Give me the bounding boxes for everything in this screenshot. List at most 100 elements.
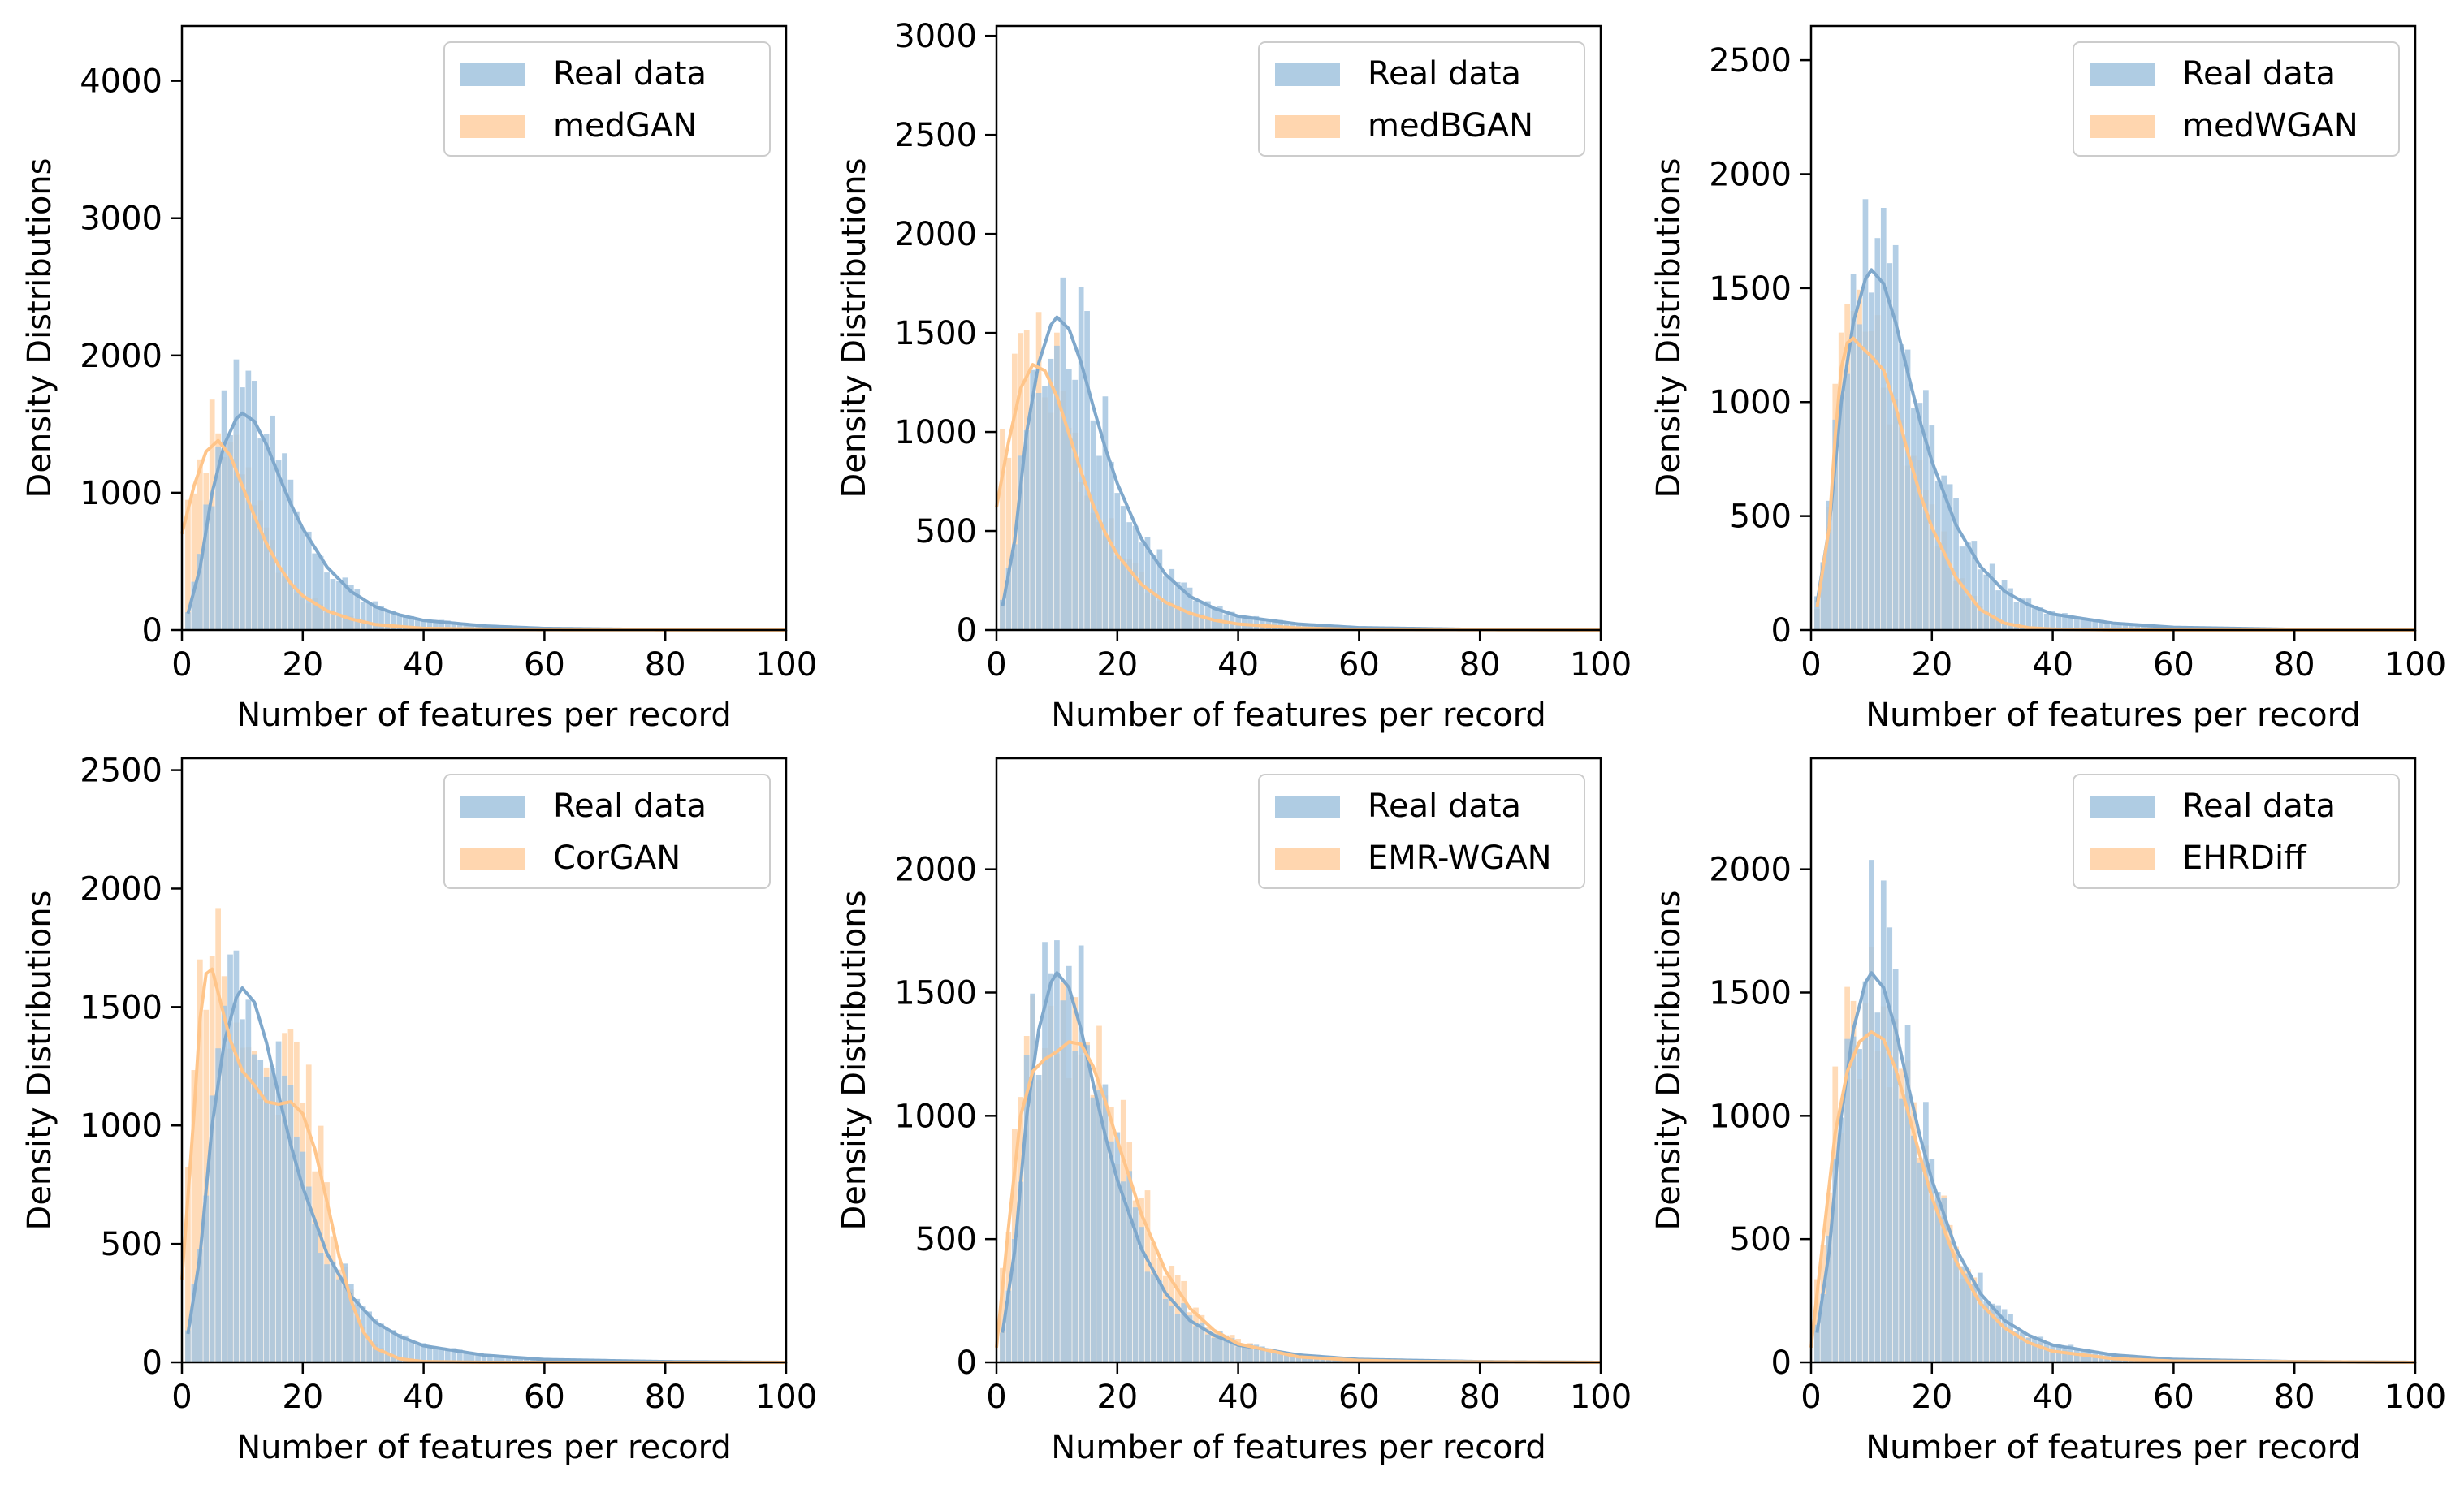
real-bar xyxy=(324,572,330,630)
x-tick-label: 60 xyxy=(2153,646,2194,684)
real-bar xyxy=(2055,614,2062,630)
real-bar xyxy=(2146,624,2152,630)
real-bar xyxy=(1880,208,1887,630)
real-bar xyxy=(221,1005,227,1362)
legend: Real data medBGAN xyxy=(1258,41,1585,157)
real-bar xyxy=(1260,1346,1265,1362)
real-bar xyxy=(1144,537,1151,630)
real-bar xyxy=(511,1357,517,1362)
real-bar xyxy=(1917,403,1923,630)
real-bar xyxy=(1941,1198,1947,1362)
y-tick-label: 2500 xyxy=(894,117,977,154)
x-tick-label: 100 xyxy=(755,1379,817,1416)
legend-swatch-real xyxy=(1275,63,1340,86)
real-bar xyxy=(1965,542,1971,630)
legend-box xyxy=(2073,41,2400,157)
real-bar xyxy=(1869,292,1874,630)
y-tick-label: 2500 xyxy=(80,753,162,790)
real-bar xyxy=(451,622,457,630)
real-bar xyxy=(1971,541,1978,630)
real-bar xyxy=(185,1330,191,1362)
real-bar xyxy=(517,1357,523,1362)
real-bar xyxy=(1965,1273,1971,1362)
legend-box xyxy=(443,41,771,157)
real-bar xyxy=(209,1095,215,1362)
x-tick-label: 100 xyxy=(2384,646,2446,684)
real-bar xyxy=(1923,1102,1929,1362)
real-bar xyxy=(2031,608,2038,630)
real-bar xyxy=(251,381,257,630)
real-bar xyxy=(1120,1181,1126,1362)
x-tick-label: 80 xyxy=(645,1379,686,1416)
y-tick-label: 0 xyxy=(142,1344,162,1382)
y-tick-label: 1500 xyxy=(1709,270,1792,308)
real-bar xyxy=(270,1068,275,1362)
real-bar xyxy=(1102,396,1109,630)
real-bar xyxy=(1054,940,1060,1362)
x-tick-label: 40 xyxy=(2032,646,2073,684)
real-bar xyxy=(1814,596,1820,630)
real-bar xyxy=(1953,498,1959,630)
real-bar xyxy=(475,624,481,630)
real-bar xyxy=(475,1353,481,1362)
y-tick-label: 500 xyxy=(101,1226,162,1263)
x-tick-label: 20 xyxy=(1096,646,1138,684)
legend-box xyxy=(1258,774,1585,889)
synthetic-bar xyxy=(1005,457,1012,630)
real-bar xyxy=(1899,344,1904,630)
real-bar xyxy=(445,620,451,630)
real-bar xyxy=(530,1358,535,1362)
real-bar xyxy=(1120,506,1126,630)
real-bar xyxy=(1096,1090,1102,1362)
x-tick-label: 20 xyxy=(1911,646,1952,684)
real-bar xyxy=(270,415,275,630)
legend-label: EHRDiff xyxy=(2182,839,2307,877)
real-bar xyxy=(1904,349,1911,630)
real-bar xyxy=(1048,973,1054,1362)
real-bar xyxy=(360,602,366,630)
real-bar xyxy=(305,1186,312,1362)
legend-label: Real data xyxy=(553,788,707,825)
real-bar xyxy=(1035,1074,1042,1362)
x-tick-label: 20 xyxy=(282,1379,323,1416)
real-bar xyxy=(1151,1274,1156,1362)
x-tick-label: 100 xyxy=(755,646,817,684)
x-tick-label: 20 xyxy=(1096,1379,1138,1416)
real-bar xyxy=(1826,500,1832,630)
legend: Real data EMR-WGAN xyxy=(1258,774,1585,889)
real-bar xyxy=(221,390,227,630)
real-bar xyxy=(1169,1305,1175,1362)
real-bar xyxy=(257,1060,264,1362)
real-bar xyxy=(456,624,463,630)
x-tick-label: 0 xyxy=(986,646,1006,684)
legend: Real data EHRDiff xyxy=(2073,774,2400,889)
real-bar xyxy=(312,1224,318,1362)
real-bar xyxy=(1857,1049,1862,1362)
real-bar xyxy=(1265,1348,1272,1362)
y-tick-label: 500 xyxy=(1730,1221,1792,1258)
real-bar xyxy=(1844,373,1850,630)
real-bar xyxy=(336,1279,342,1362)
real-bar xyxy=(2020,598,2025,630)
x-tick-label: 60 xyxy=(1338,1379,1380,1416)
real-bar xyxy=(391,611,396,630)
real-bar xyxy=(1934,1192,1941,1362)
x-tick-label: 0 xyxy=(171,1379,192,1416)
real-bar xyxy=(240,1019,245,1362)
real-bar xyxy=(215,446,221,630)
real-bar xyxy=(1277,1351,1284,1362)
y-tick-label: 3000 xyxy=(80,201,162,238)
real-bar xyxy=(2025,598,2032,630)
real-bar xyxy=(342,1263,348,1362)
real-bar xyxy=(372,1319,378,1362)
real-bar xyxy=(1066,965,1072,1362)
real-bar xyxy=(1904,1025,1911,1362)
legend: Real data CorGAN xyxy=(443,774,771,889)
real-bar xyxy=(197,554,203,630)
synthetic-bar xyxy=(1814,1279,1820,1362)
legend-box xyxy=(1258,41,1585,157)
real-bar xyxy=(263,1077,270,1362)
real-bar xyxy=(391,1330,396,1362)
